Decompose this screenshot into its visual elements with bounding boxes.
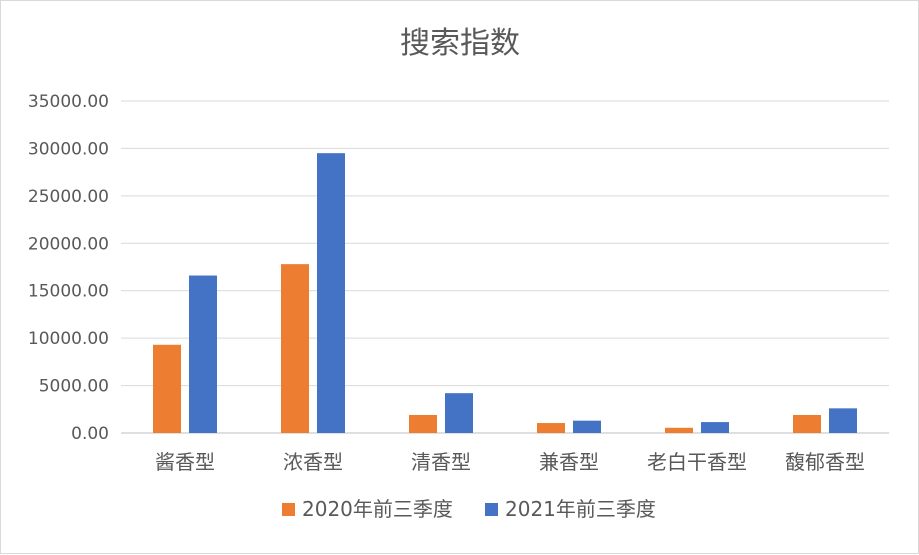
bar [317,153,345,433]
bar [409,414,437,433]
y-tick-label: 5000.00 [39,377,109,397]
y-tick-label: 10000.00 [28,329,109,349]
bar [153,344,181,433]
legend: 2020年前三季度 2021年前三季度 [282,497,656,521]
bar [537,423,565,433]
legend-label: 2020年前三季度 [302,497,453,521]
bar [829,408,857,433]
x-tick-label: 老白干香型 [647,450,747,474]
x-tick-label: 清香型 [411,450,471,474]
bar [189,275,217,433]
chart-title: 搜索指数 [400,26,520,61]
bar [665,427,693,433]
bar [445,393,473,433]
bar [701,422,729,433]
x-axis: 酱香型 浓香型 清香型 兼香型 老白干香型 馥郁香型 [155,450,865,474]
y-tick-label: 25000.00 [28,187,109,207]
y-tick-label: 30000.00 [28,139,109,159]
gridlines [121,100,889,434]
legend-label: 2021年前三季度 [505,497,656,521]
y-tick-label: 15000.00 [28,282,109,302]
y-axis: 0.00 5000.00 10000.00 15000.00 20000.00 25000… [28,92,109,444]
x-tick-label: 兼香型 [539,450,599,474]
legend-swatch [282,503,295,516]
legend-swatch [485,503,498,516]
x-tick-label: 馥郁香型 [785,450,865,474]
y-tick-label: 20000.00 [28,234,109,254]
x-tick-label: 酱香型 [155,450,215,474]
bar [573,420,601,433]
y-tick-label: 35000.00 [28,92,109,112]
x-tick-label: 浓香型 [283,450,343,474]
bar [793,414,821,433]
y-tick-label: 0.00 [71,424,109,444]
bars [153,153,857,433]
bar [281,264,309,433]
